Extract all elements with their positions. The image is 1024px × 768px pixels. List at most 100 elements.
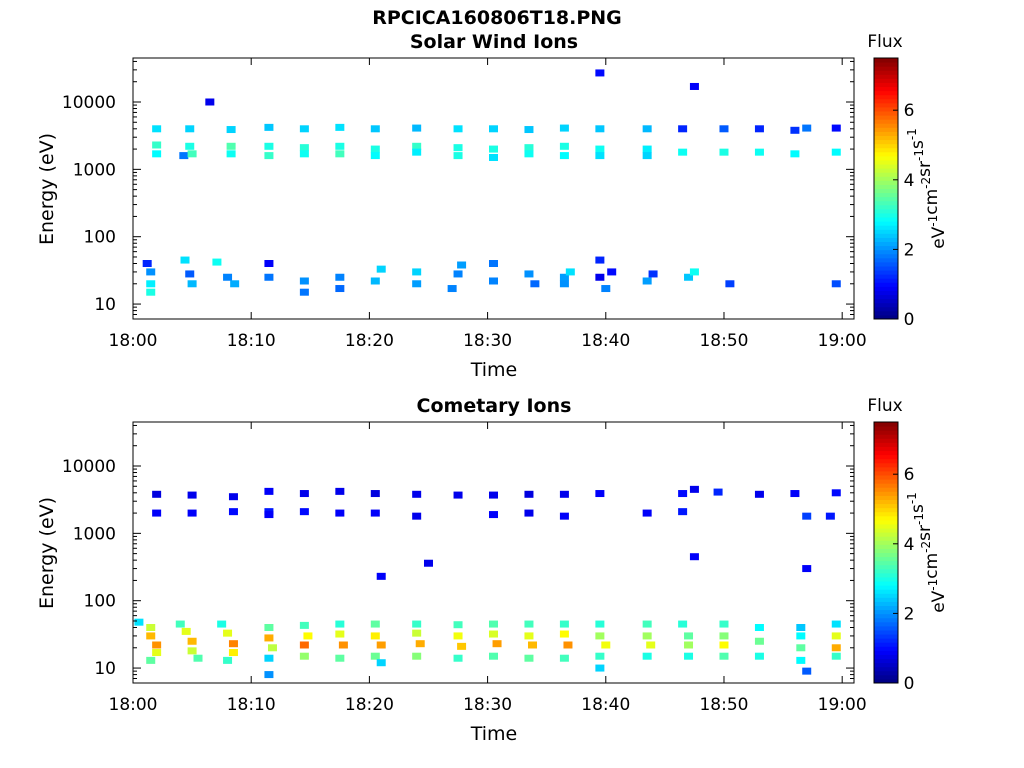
heatmap-cell: [719, 632, 729, 640]
colorbar-tick-label: 2: [904, 604, 915, 624]
heatmap-cell: [684, 652, 694, 660]
colorbar-swatch: [874, 208, 898, 214]
heatmap-cell: [524, 150, 534, 158]
heatmap-cell: [370, 509, 380, 517]
heatmap-cell: [563, 641, 573, 649]
heatmap-cell: [264, 260, 274, 268]
heatmap-cell: [264, 511, 274, 519]
colorbar-swatch: [874, 229, 898, 234]
heatmap-cell: [725, 280, 735, 288]
colorbar-swatch: [874, 123, 898, 128]
heatmap-cell: [642, 125, 652, 133]
heatmap-cell: [601, 641, 611, 649]
colorbar: 0 2 4 6 eV-1cm-2sr-1s-1: [873, 421, 949, 694]
heatmap-cell: [303, 632, 313, 640]
heatmap-cell: [146, 656, 156, 664]
heatmap-cell: [790, 490, 800, 498]
heatmap-cell: [412, 280, 422, 288]
colorbar-swatch: [874, 462, 898, 468]
x-axis: 18:00 18:10 18:20 18:30 18:40 18:50 19:00: [109, 58, 867, 351]
heatmap-cell: [217, 620, 227, 628]
heatmap-cell: [335, 142, 345, 150]
colorbar: 0 2 4 6 eV-1cm-2sr-1s-1: [873, 57, 949, 330]
colorbar-frame: [873, 57, 899, 320]
x-tick-label: 18:00: [109, 695, 158, 715]
heatmap-cell: [831, 644, 841, 652]
colorbar-swatch: [874, 106, 898, 112]
colorbar-swatch: [874, 646, 898, 651]
colorbar-swatch: [874, 298, 898, 304]
colorbar-swatch: [874, 560, 898, 566]
heatmap-cell: [689, 553, 699, 561]
colorbar-swatch: [874, 245, 898, 251]
colorbar-swatch: [874, 609, 898, 615]
heatmap-cell: [524, 632, 534, 640]
heatmap-cell: [212, 258, 222, 266]
heatmap-cell: [524, 144, 534, 152]
heatmap-cell: [754, 490, 764, 498]
heatmap-cell: [335, 285, 345, 293]
y-axis-label: Energy (eV): [36, 133, 58, 245]
heatmap-cell: [802, 512, 812, 520]
heatmap-cell: [228, 649, 238, 657]
heatmap-cell: [299, 508, 309, 516]
heatmap-cell: [595, 490, 605, 498]
colorbar-tick-label: 6: [904, 101, 915, 121]
y-tick-label: 100: [84, 228, 116, 248]
heatmap-cell: [299, 144, 309, 152]
heatmap-cell: [299, 125, 309, 133]
heatmap-cell: [185, 142, 195, 150]
x-tick-label: 18:30: [463, 695, 512, 715]
heatmap-cell: [790, 126, 800, 134]
heatmap-cell: [264, 142, 274, 150]
heatmap-cell: [146, 288, 156, 296]
heatmap-cell: [831, 124, 841, 132]
heatmap-cell: [524, 654, 534, 662]
colorbar-swatch: [874, 662, 898, 668]
y-tick-label: 10: [94, 295, 116, 315]
heatmap-cell: [187, 150, 197, 158]
y-tick-label: 10000: [62, 457, 116, 477]
colorbar-swatch: [874, 237, 898, 243]
heatmap-cell: [299, 641, 309, 649]
heatmap-cell: [152, 150, 162, 158]
heatmap-cell: [228, 493, 238, 501]
colorbar-swatch: [874, 119, 898, 124]
heatmap-cell: [412, 268, 422, 276]
heatmap-cell: [678, 620, 688, 628]
heatmap-cell: [689, 268, 699, 276]
colorbar-swatch: [874, 585, 898, 590]
heatmap-cell: [230, 280, 240, 288]
heatmap-cell: [595, 152, 605, 160]
heatmap-cell: [457, 261, 467, 269]
heatmap-cell: [226, 150, 236, 158]
x-axis: 18:00 18:10 18:20 18:30 18:40 18:50 19:00: [109, 422, 867, 715]
colorbar-swatch: [874, 450, 898, 456]
heatmap-cell: [187, 637, 197, 645]
heatmap-cell: [754, 652, 764, 660]
heatmap-cell: [152, 125, 162, 133]
colorbar-frame: [873, 421, 899, 684]
colorbar-swatch: [874, 434, 898, 439]
heatmap-cell: [595, 652, 605, 660]
heatmap-cell: [146, 280, 156, 288]
colorbar-swatch: [874, 164, 898, 169]
colorbar-swatch: [874, 278, 898, 283]
heatmap-cell: [370, 620, 380, 628]
colorbar-swatch: [874, 286, 898, 291]
heatmap-cell: [335, 620, 345, 628]
colorbar-swatch: [874, 127, 898, 132]
heatmap-cell: [376, 641, 386, 649]
colorbar-swatch: [874, 306, 898, 312]
heatmap-cell: [524, 126, 534, 134]
heatmap-cell: [185, 125, 195, 133]
heatmap-cell: [489, 511, 498, 519]
y-tick-label: 10: [94, 659, 116, 679]
colorbar-swatch: [874, 629, 898, 635]
heatmap-cell: [713, 488, 723, 496]
colorbar-swatch: [874, 188, 898, 194]
x-axis-label: Time: [470, 359, 518, 381]
heatmap-cell: [412, 142, 422, 150]
heatmap-cell: [370, 145, 380, 153]
colorbar-swatch: [874, 438, 898, 443]
